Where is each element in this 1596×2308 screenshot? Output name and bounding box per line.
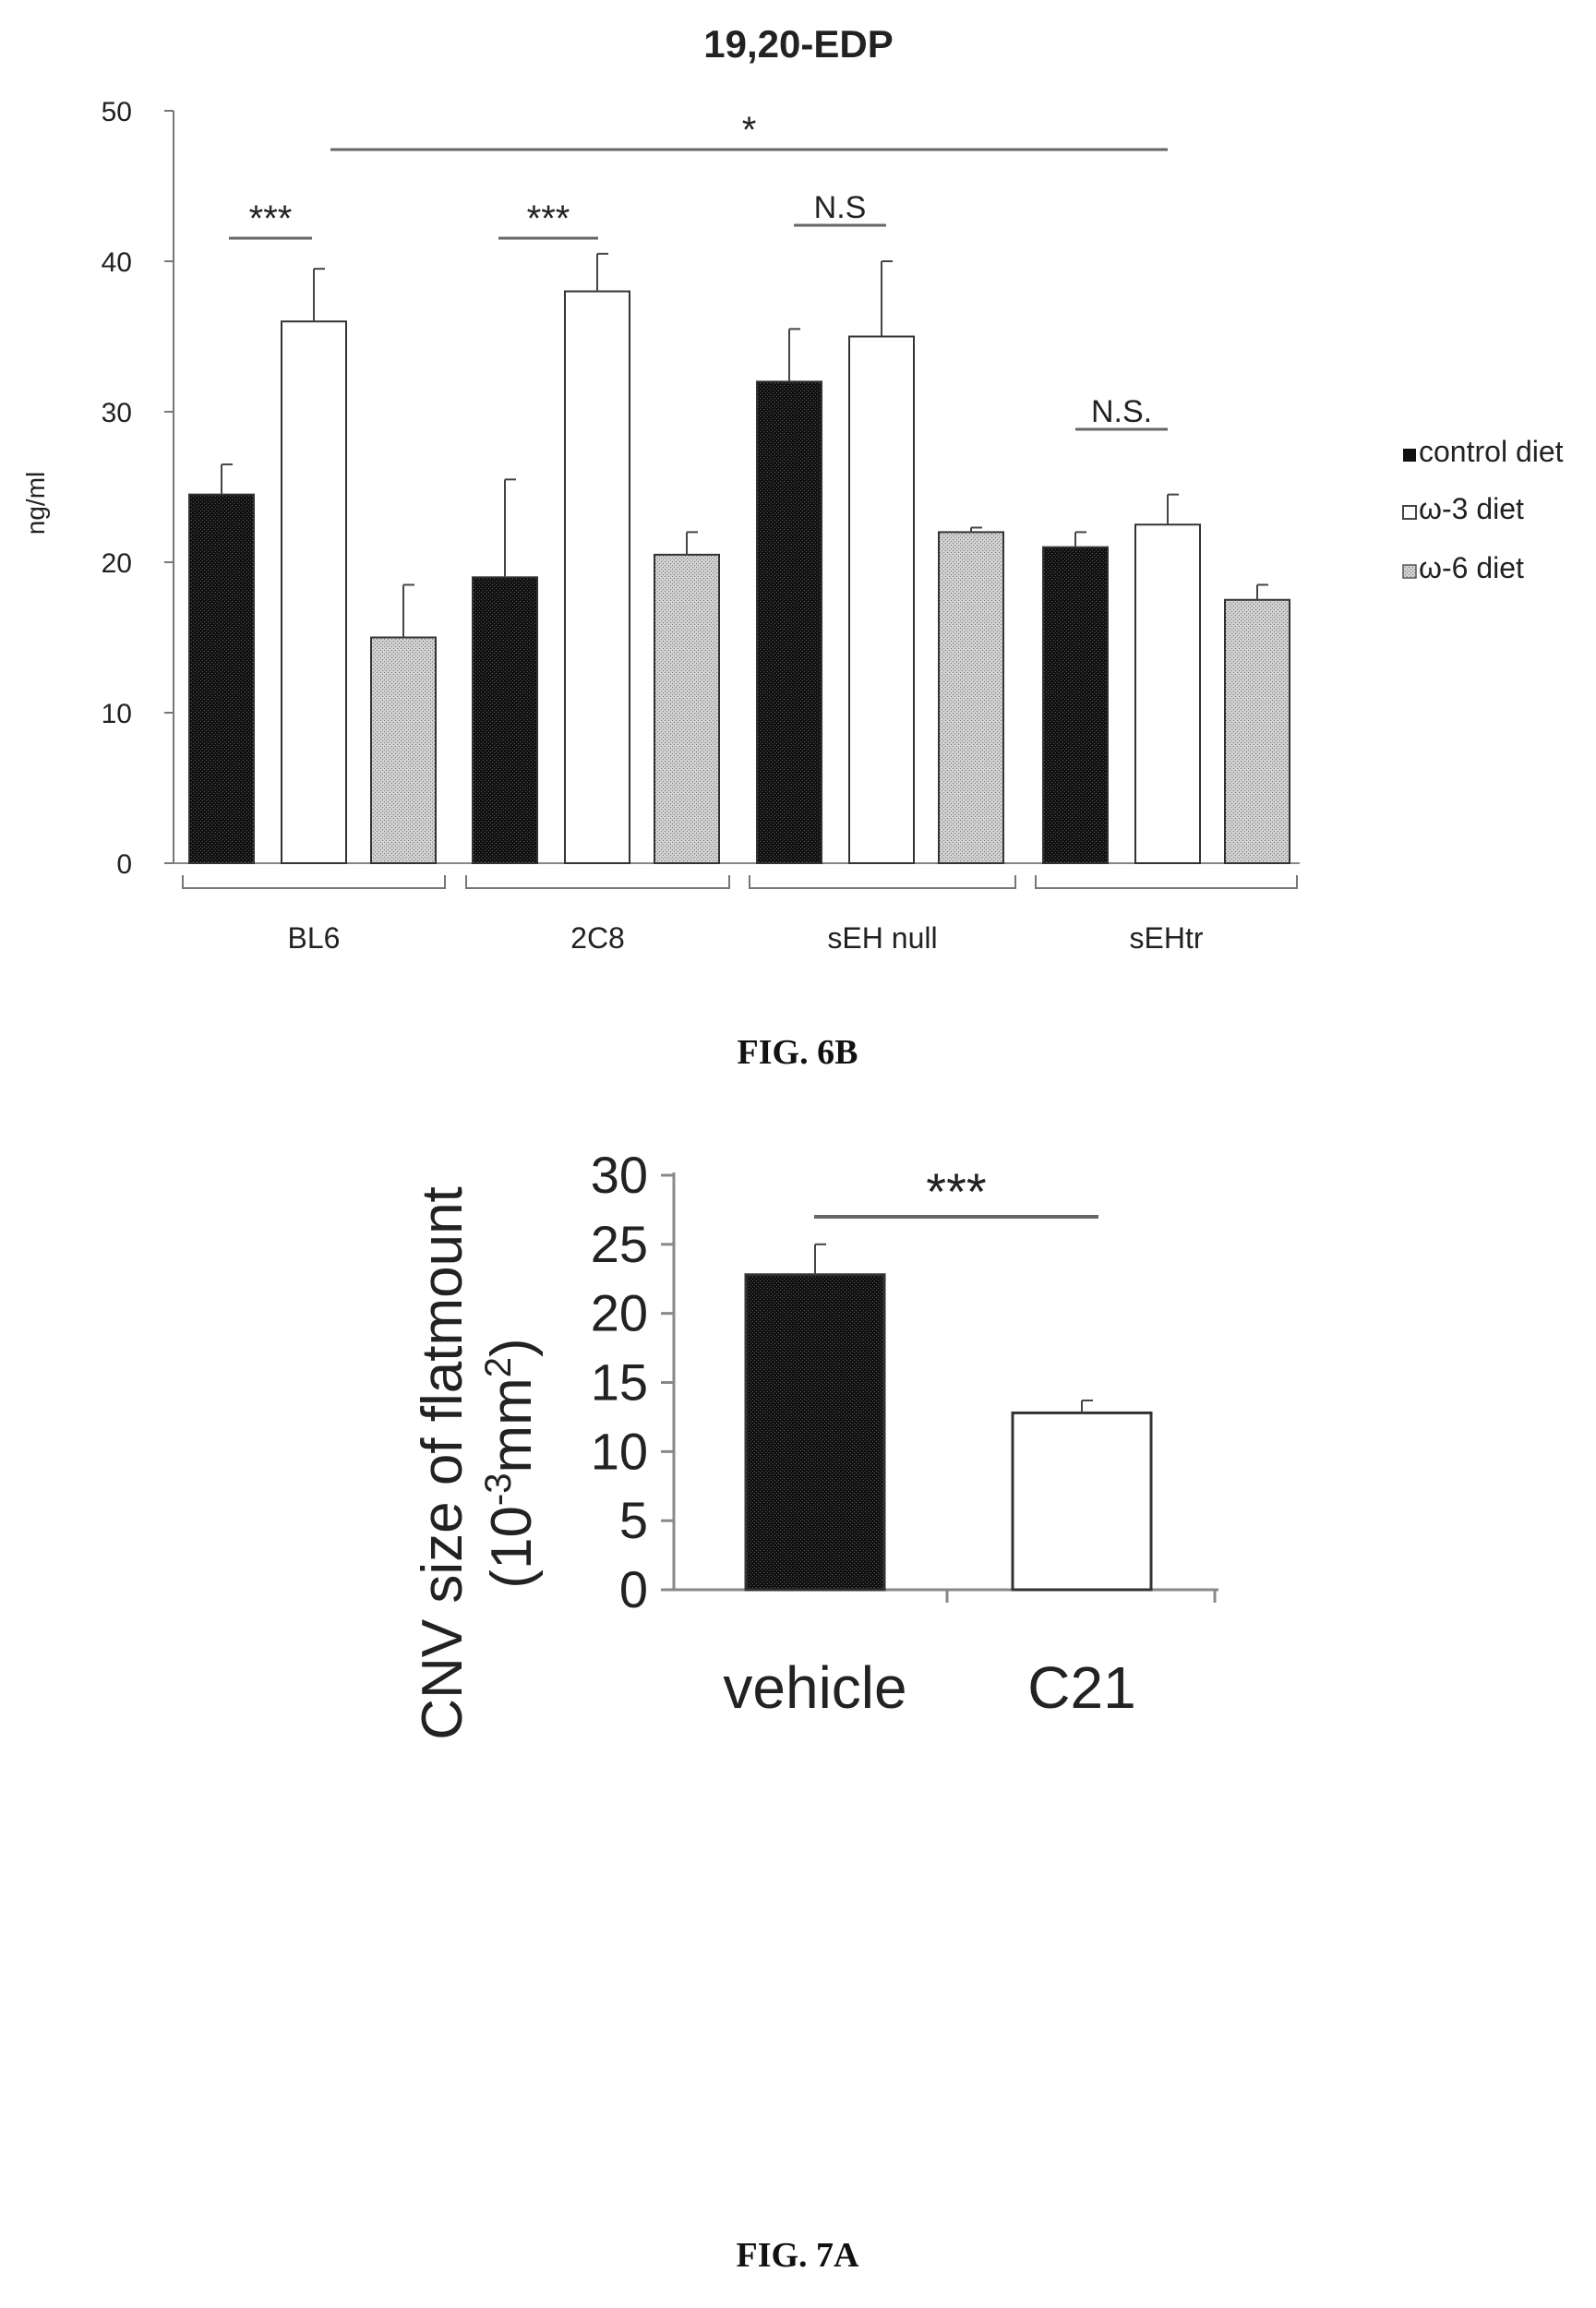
legend-label-omega3: ω-3 diet	[1419, 492, 1524, 525]
chart-7a-y-axis-label-line2: (10-3mm2)	[478, 1338, 544, 1588]
error-bar-sehtr-2	[1256, 583, 1268, 600]
svg-text:***: ***	[527, 198, 570, 239]
legend-swatch-omega6	[1402, 564, 1417, 579]
group-bracket	[465, 875, 730, 889]
legend-swatch-omega3	[1402, 505, 1417, 520]
error-bar-bl6-1	[313, 268, 325, 322]
legend-label-control: control diet	[1419, 435, 1564, 468]
group-bracket	[749, 875, 1016, 889]
x-tick-label-sehtr: sEHtr	[1130, 921, 1204, 955]
error-bar-seh-null-2	[970, 526, 982, 533]
chart-7a-y-tick-label: 0	[619, 1560, 648, 1618]
significance-sehnull: N.S	[794, 190, 886, 227]
bar-sehtr-omega3	[1134, 523, 1201, 864]
x-tick-label-vehicle: vehicle	[723, 1654, 906, 1721]
error-bar-seh-null-0	[788, 328, 800, 382]
error-bar-bl6-2	[402, 583, 414, 638]
error-bar-c21	[1081, 1399, 1093, 1413]
chart-6b: 19,20-EDP ng/ml 0 10 20 30 40 50 BL6 2C8 sEH nu…	[21, 22, 1564, 1072]
chart-6b-y-tick-label: 40	[102, 247, 132, 278]
bar-seh-null-control	[756, 380, 822, 864]
chart-7a-y-tick-label: 5	[619, 1491, 648, 1549]
chart-6b-legend: control diet ω-3 diet ω-6 diet	[1402, 435, 1564, 584]
bar-2c8-control	[472, 576, 538, 864]
chart-6b-y-axis-label: ng/ml	[21, 472, 50, 535]
error-bar-sehtr-1	[1167, 493, 1179, 525]
error-bar-2c8-1	[596, 252, 608, 292]
chart-7a-y-tick-label: 20	[591, 1284, 648, 1342]
bar-2c8-omega6	[654, 553, 720, 864]
chart-6b-title: 19,20-EDP	[703, 22, 893, 66]
svg-text:*: *	[742, 110, 757, 150]
significance-sehtr: N.S.	[1075, 394, 1168, 431]
group-bracket	[1035, 875, 1298, 889]
chart-6b-y-tick-label: 50	[102, 97, 132, 127]
legend-label-omega6: ω-6 diet	[1419, 551, 1524, 584]
x-tick-label-2c8: 2C8	[570, 921, 625, 955]
bar-seh-null-omega6	[938, 531, 1004, 865]
error-bar-sehtr-0	[1074, 531, 1086, 547]
bar-vehicle	[744, 1273, 886, 1592]
legend-swatch-control	[1403, 449, 1416, 462]
chart-6b-y-tick-label: 20	[102, 548, 132, 579]
significance-vehicle-c21: ***	[814, 1162, 1098, 1220]
chart-7a-y-tick-label: 10	[591, 1422, 648, 1480]
figure-caption-7a: FIG. 7A	[737, 2236, 860, 2275]
significance-2c8: ***	[498, 198, 598, 240]
error-bar-2c8-0	[504, 478, 516, 578]
chart-7a-y-tick-label: 25	[591, 1215, 648, 1273]
bar-2c8-omega3	[564, 290, 630, 865]
chart-7a-y-tick-label: 15	[591, 1353, 648, 1412]
svg-text:N.S.: N.S.	[1091, 394, 1152, 429]
x-tick-label-seh-null: sEH null	[827, 921, 937, 955]
x-tick-label-c21: C21	[1027, 1654, 1135, 1721]
x-tick-label-bl6: BL6	[288, 921, 341, 955]
bar-c21	[1011, 1411, 1153, 1592]
svg-text:N.S: N.S	[814, 190, 867, 225]
bar-seh-null-omega3	[848, 335, 915, 864]
error-bar-bl6-0	[221, 463, 233, 495]
chart-7a: CNV size of flatmount (10-3mm2) 0 5 10 15 20…	[411, 1146, 1218, 2275]
bar-bl6-control	[188, 493, 255, 865]
chart-6b-y-tick-label: 0	[116, 849, 132, 880]
significance-bl6: ***	[229, 198, 312, 240]
bar-sehtr-control	[1042, 546, 1109, 864]
figure-caption-6b: FIG. 6B	[738, 1033, 858, 1072]
chart-7a-y-tick-label: 30	[591, 1146, 648, 1204]
error-bar-2c8-2	[686, 531, 698, 555]
bar-sehtr-omega6	[1224, 598, 1290, 864]
bar-bl6-omega6	[370, 636, 437, 864]
significance-overall: *	[330, 110, 1168, 151]
error-bar-vehicle	[814, 1243, 826, 1275]
svg-text:***: ***	[926, 1162, 986, 1220]
chart-7a-y-axis-label-line1: CNV size of flatmount	[411, 1186, 474, 1740]
group-bracket	[182, 875, 446, 889]
svg-text:***: ***	[249, 198, 293, 239]
error-bar-seh-null-1	[881, 260, 893, 337]
chart-6b-y-tick-label: 30	[102, 398, 132, 428]
chart-6b-y-tick-label: 10	[102, 699, 132, 729]
bar-bl6-omega3	[281, 320, 347, 864]
